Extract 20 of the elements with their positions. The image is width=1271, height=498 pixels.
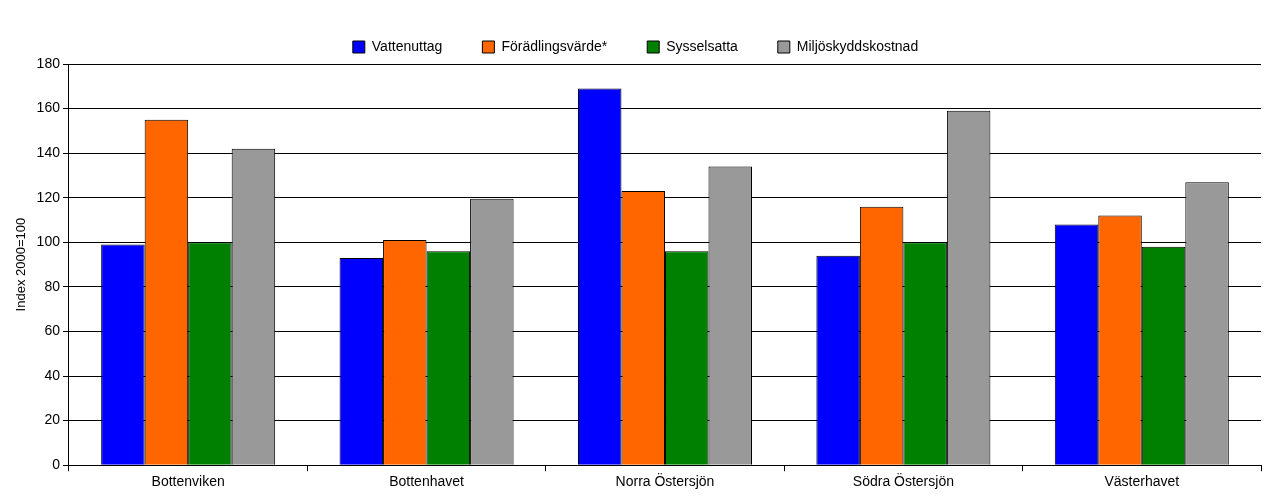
y-tick-label: 160 [36, 99, 61, 116]
y-tick-label: 120 [36, 188, 61, 205]
x-tick-label: Norra Östersjön [615, 472, 715, 490]
legend-label: Förädlingsvärde* [501, 37, 608, 54]
legend-label: Miljöskyddskostnad [796, 37, 919, 54]
x-tick-label: Bottenviken [151, 473, 225, 490]
y-tick-label: 100 [36, 233, 61, 250]
x-tick-label: Södra Östersjön [852, 472, 954, 490]
y-tick-label: 0 [52, 456, 61, 473]
x-tick-label: Bottenhavet [389, 473, 465, 490]
x-tick-label: Västerhavet [1104, 473, 1180, 490]
y-tick-label: 140 [36, 144, 61, 161]
legend-label: Vattenuttag [371, 37, 443, 54]
y-axis-title: Index 2000=100 [13, 217, 29, 312]
y-tick-label: 180 [36, 54, 61, 71]
y-tick-label: 40 [44, 366, 61, 383]
y-tick-label: 20 [44, 411, 61, 428]
y-tick-label: 60 [44, 322, 61, 339]
legend-label: Sysselsatta [666, 37, 739, 54]
y-tick-label: 80 [44, 277, 61, 294]
